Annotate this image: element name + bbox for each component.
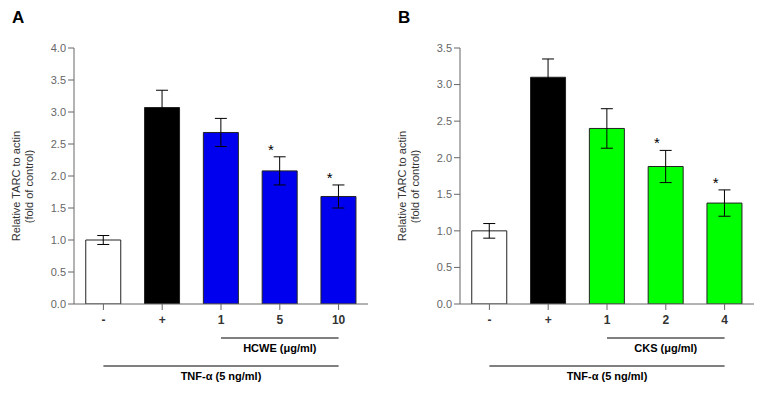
svg-text:5: 5: [276, 313, 283, 327]
svg-text:3.5: 3.5: [437, 42, 452, 54]
svg-text:HCWE (μg/ml): HCWE (μg/ml): [243, 342, 317, 354]
svg-text:0.5: 0.5: [437, 261, 452, 273]
svg-text:+: +: [545, 313, 552, 327]
svg-text:2.5: 2.5: [437, 115, 452, 127]
svg-text:4.0: 4.0: [51, 42, 66, 54]
svg-text:2.0: 2.0: [437, 152, 452, 164]
svg-text:3.5: 3.5: [51, 74, 66, 86]
svg-text:4: 4: [721, 313, 728, 327]
svg-text:3.0: 3.0: [437, 78, 452, 90]
svg-text:-: -: [101, 313, 105, 327]
html-text:A: A: [12, 8, 25, 27]
svg-text:1: 1: [604, 313, 611, 327]
svg-text:0.0: 0.0: [437, 298, 452, 310]
svg-text:-: -: [487, 313, 491, 327]
svg-text:3.0: 3.0: [51, 106, 66, 118]
svg-text:1: 1: [218, 313, 225, 327]
html-text:Relative TARC to actin (fold o: Relative TARC to actin (fold of control): [10, 130, 35, 242]
svg-text:1.0: 1.0: [51, 234, 66, 246]
svg-text:10: 10: [332, 313, 346, 327]
html-text:B: B: [398, 8, 411, 27]
svg-text:*: *: [327, 169, 333, 186]
svg-text:2.5: 2.5: [51, 138, 66, 150]
svg-text:CKS (μg/ml): CKS (μg/ml): [634, 342, 697, 354]
svg-text:*: *: [654, 134, 660, 151]
svg-text:1.5: 1.5: [51, 202, 66, 214]
svg-text:2.0: 2.0: [51, 170, 66, 182]
svg-text:*: *: [713, 174, 719, 191]
svg-text:1.0: 1.0: [437, 225, 452, 237]
html-text:Relative TARC to actin (fold o: Relative TARC to actin (fold of control): [396, 130, 421, 242]
svg-text:+: +: [159, 313, 166, 327]
svg-text:TNF-α (5 ng/ml): TNF-α (5 ng/ml): [181, 370, 262, 382]
svg-text:0.5: 0.5: [51, 266, 66, 278]
svg-text:*: *: [268, 141, 274, 158]
svg-text:0.0: 0.0: [51, 298, 66, 310]
svg-text:TNF-α (5 ng/ml): TNF-α (5 ng/ml): [567, 370, 648, 382]
svg-text:1.5: 1.5: [437, 188, 452, 200]
svg-text:2: 2: [662, 313, 669, 327]
